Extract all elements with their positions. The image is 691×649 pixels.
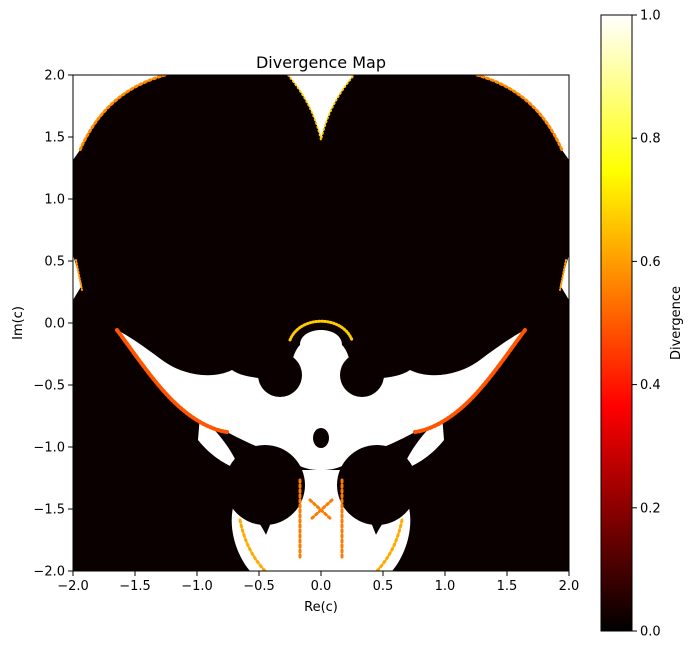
colorbar-tick-label: 0.8 bbox=[640, 132, 661, 147]
y-tick-label: 2.0 bbox=[44, 69, 65, 84]
y-tick-label: 1.0 bbox=[44, 193, 65, 208]
bounded-hole-lower-left bbox=[225, 445, 305, 525]
escaped-top-center bbox=[288, 75, 354, 140]
x-tick-label: 1.0 bbox=[435, 579, 456, 594]
x-tick-label: 0.5 bbox=[373, 579, 394, 594]
fringe-top-left bbox=[78, 75, 167, 152]
colorbar-tick-label: 1.0 bbox=[640, 9, 661, 24]
heatmap-image bbox=[73, 75, 569, 571]
y-tick-label: 0.0 bbox=[44, 317, 65, 332]
escaped-left-edge bbox=[73, 255, 82, 300]
x-tick-label: 2.0 bbox=[559, 579, 580, 594]
x-tick-label: 1.5 bbox=[497, 579, 518, 594]
x-tick-label: −1.0 bbox=[181, 579, 213, 594]
fringe-edges bbox=[75, 259, 567, 291]
escaped-top-right bbox=[477, 75, 569, 160]
y-axis-label: Im(c) bbox=[11, 306, 26, 340]
colorbar-tick-label: 0.0 bbox=[640, 625, 661, 640]
fringe-bottom-sides bbox=[238, 518, 404, 571]
fringe-top-center bbox=[287, 75, 355, 141]
fringe-bottom-column bbox=[298, 478, 344, 562]
x-tick-label: −1.5 bbox=[119, 579, 151, 594]
fringe-top-right bbox=[475, 75, 564, 152]
escaped-lower-left-arm bbox=[198, 415, 240, 470]
y-tick-label: −2.0 bbox=[33, 565, 65, 580]
bounded-hole-center bbox=[313, 428, 329, 448]
colorbar-tick-label: 0.4 bbox=[640, 378, 661, 393]
colorbar-tick-label: 0.6 bbox=[640, 255, 661, 270]
x-tick-label: −2.0 bbox=[57, 579, 89, 594]
bounded-holes bbox=[225, 353, 417, 525]
x-tick-label: −0.5 bbox=[243, 579, 275, 594]
escaped-top-left bbox=[73, 75, 165, 160]
y-tick-label: 0.5 bbox=[44, 255, 65, 270]
y-tick-label: −0.5 bbox=[33, 379, 65, 394]
y-axis: −2.0 −1.5 −1.0 −0.5 0.0 0.5 1.0 1.5 2.0 bbox=[33, 69, 73, 580]
colorbar-tick-label: 0.2 bbox=[640, 501, 661, 516]
escaped-right-edge bbox=[560, 255, 569, 300]
x-axis: −2.0 −1.5 −1.0 −0.5 0.0 0.5 1.0 1.5 2.0 bbox=[57, 571, 579, 594]
bounded-hole-right bbox=[340, 353, 384, 397]
colorbar-frame bbox=[600, 14, 633, 632]
x-tick-label: 0.0 bbox=[311, 579, 332, 594]
y-tick-label: −1.0 bbox=[33, 441, 65, 456]
x-axis-label: Re(c) bbox=[304, 600, 338, 615]
fringe-center-top bbox=[288, 319, 354, 342]
y-tick-label: 1.5 bbox=[44, 131, 65, 146]
bounded-hole-left bbox=[258, 353, 302, 397]
boundary-fringes bbox=[75, 75, 567, 571]
colorbar-label: Divergence bbox=[669, 286, 684, 360]
y-tick-label: −1.5 bbox=[33, 503, 65, 518]
bounded-hole-lower-right bbox=[337, 445, 417, 525]
colorbar-axis: 0.0 0.2 0.4 0.6 0.8 1.0 bbox=[632, 9, 661, 640]
fringe-left-arm bbox=[115, 328, 229, 434]
escaped-lower-right-arm bbox=[402, 415, 444, 470]
fringe-right-arm bbox=[413, 328, 527, 434]
colorbar-gradient bbox=[601, 15, 632, 631]
chart-title: Divergence Map bbox=[256, 53, 386, 72]
